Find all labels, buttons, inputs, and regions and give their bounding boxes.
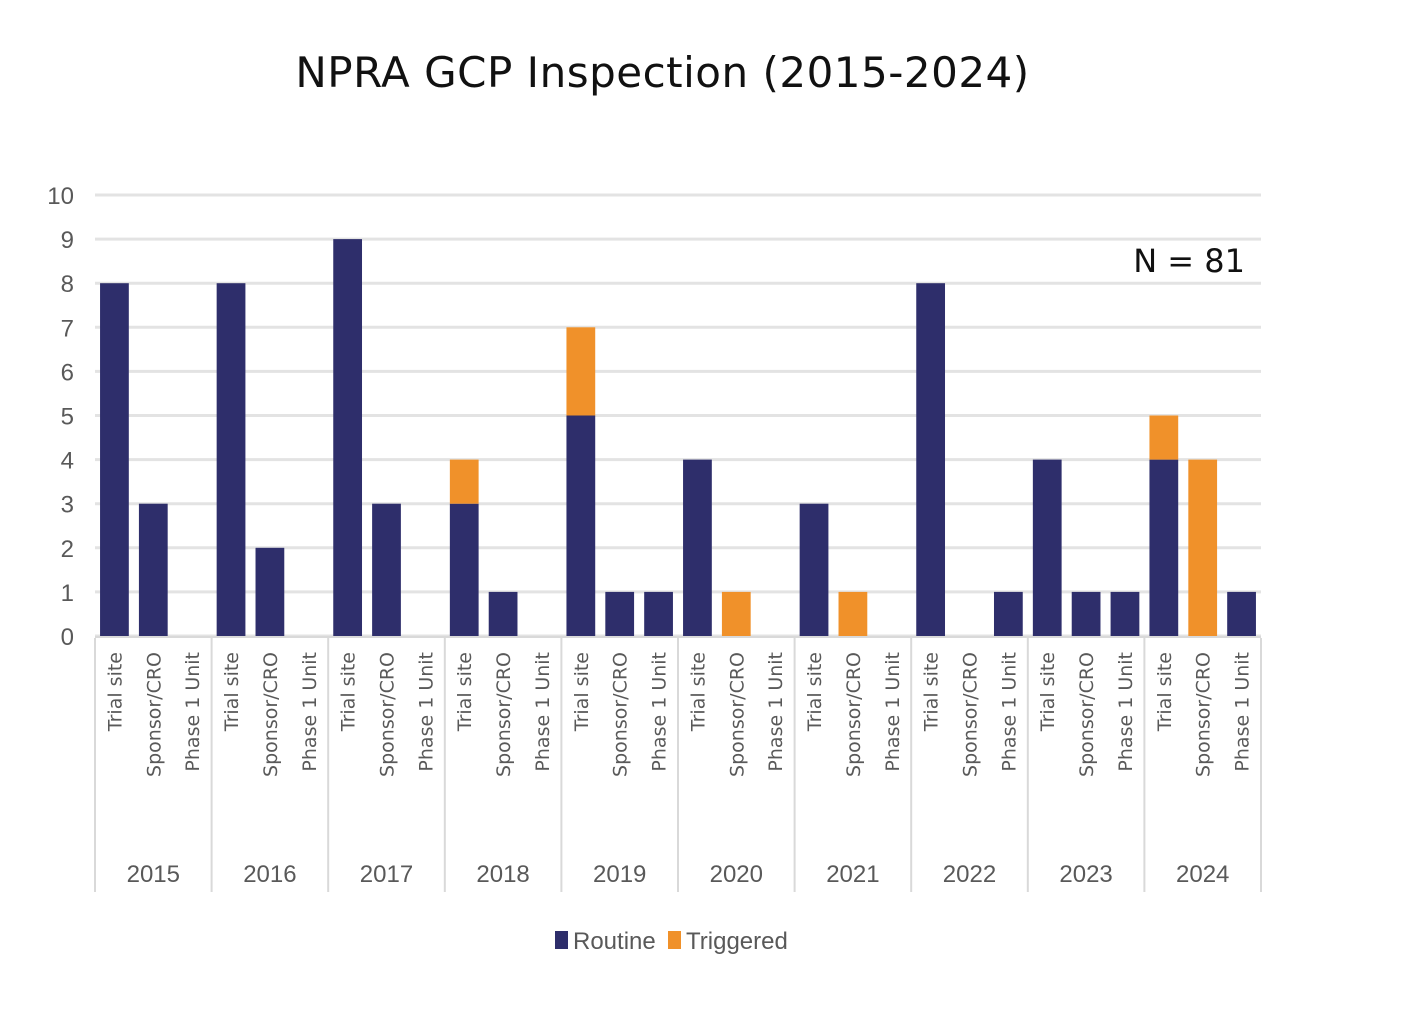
bar-2016-sponsor-cro-routine xyxy=(255,547,285,636)
x-group-label-2018: 2018 xyxy=(476,861,529,888)
bars xyxy=(100,239,1256,636)
x-group-label-2019: 2019 xyxy=(593,861,646,888)
x-subcategory-label: Sponsor/CRO xyxy=(960,652,982,777)
x-subcategory-label: Sponsor/CRO xyxy=(1076,652,1098,777)
y-tick-label: 3 xyxy=(61,492,74,519)
legend-swatch-routine xyxy=(555,931,568,949)
x-subcategory-label: Trial site xyxy=(571,652,593,732)
bar-2018-trial-site-routine xyxy=(449,503,479,636)
x-group-label-2017: 2017 xyxy=(360,861,413,888)
bar-2024-sponsor-cro-triggered xyxy=(1188,459,1218,636)
x-subcategory-label: Phase 1 Unit xyxy=(882,652,904,772)
y-tick-label: 4 xyxy=(61,448,74,475)
bar-2015-trial-site-routine xyxy=(100,283,129,636)
x-subcategory-label: Trial site xyxy=(338,652,360,732)
x-subcategory-label: Phase 1 Unit xyxy=(182,652,204,772)
n-annotation: N = 81 xyxy=(1133,242,1245,280)
x-group-label-2023: 2023 xyxy=(1059,861,1112,888)
bar-2020-sponsor-cro-triggered xyxy=(721,591,751,636)
bar-2019-trial-site-triggered xyxy=(566,327,596,416)
x-subcategory-label: Phase 1 Unit xyxy=(415,652,437,772)
y-axis-ticks: 0 1 2 3 4 5 6 7 8 9 10 xyxy=(47,183,74,651)
bar-2023-trial-site-routine xyxy=(1032,459,1062,636)
bar-2022-phase-1-unit-routine xyxy=(993,591,1023,636)
x-subcategory-label: Sponsor/CRO xyxy=(726,652,748,777)
x-subcategory-label: Trial site xyxy=(104,652,126,732)
x-group-label-2022: 2022 xyxy=(943,861,996,888)
bar-2018-sponsor-cro-routine xyxy=(488,591,518,636)
x-subcategory-label: Sponsor/CRO xyxy=(493,652,515,777)
x-group-label-2020: 2020 xyxy=(710,861,763,888)
bar-2021-trial-site-routine xyxy=(799,503,829,636)
x-subcategory-label: Phase 1 Unit xyxy=(532,652,554,772)
x-subcategory-label: Phase 1 Unit xyxy=(1115,652,1137,772)
bar-2021-sponsor-cro-triggered xyxy=(838,591,868,636)
y-tick-label: 6 xyxy=(61,359,74,386)
bar-2015-sponsor-cro-routine xyxy=(138,503,168,636)
bar-2017-trial-site-routine xyxy=(333,239,363,636)
x-subcategory-label: Sponsor/CRO xyxy=(377,652,399,777)
x-subcategory-label: Trial site xyxy=(921,652,943,732)
gridlines xyxy=(95,193,1261,638)
x-group-label-2015: 2015 xyxy=(127,861,180,888)
legend-label-triggered: Triggered xyxy=(686,928,788,955)
bar-2024-trial-site-routine xyxy=(1149,459,1179,636)
y-tick-label: 1 xyxy=(61,580,74,607)
bar-2016-trial-site-routine xyxy=(216,283,246,636)
x-subcategory-label: Sponsor/CRO xyxy=(610,652,632,777)
x-subcategory-label: Phase 1 Unit xyxy=(649,652,671,772)
bar-2024-trial-site-triggered xyxy=(1149,415,1179,460)
y-tick-label: 5 xyxy=(61,404,74,431)
x-subcategory-label: Phase 1 Unit xyxy=(765,652,787,772)
legend-label-routine: Routine xyxy=(573,928,656,955)
y-tick-label: 2 xyxy=(61,536,74,563)
x-subcategory-label: Trial site xyxy=(1154,652,1176,732)
legend: Routine Triggered xyxy=(555,928,788,955)
bar-2024-phase-1-unit-routine xyxy=(1227,591,1256,636)
y-tick-label: 8 xyxy=(61,271,74,298)
x-subcategory-label: Phase 1 Unit xyxy=(1232,652,1254,772)
x-subcategory-label: Phase 1 Unit xyxy=(998,652,1020,772)
bar-2022-trial-site-routine xyxy=(916,283,946,636)
y-tick-label: 7 xyxy=(61,315,74,342)
bar-2019-phase-1-unit-routine xyxy=(644,591,673,636)
x-axis: Trial site Sponsor/CRO Phase 1 Unit 2015 Tri… xyxy=(94,636,1262,892)
bar-2018-trial-site-triggered xyxy=(449,459,479,504)
x-subcategory-label: Trial site xyxy=(454,652,476,732)
x-subcategory-label: Trial site xyxy=(804,652,826,732)
x-group-label-2021: 2021 xyxy=(826,861,879,888)
bar-2023-phase-1-unit-routine xyxy=(1110,591,1140,636)
bar-2023-sponsor-cro-routine xyxy=(1071,591,1101,636)
y-tick-label: 10 xyxy=(47,183,74,210)
x-subcategory-label: Sponsor/CRO xyxy=(260,652,282,777)
legend-swatch-triggered xyxy=(668,931,681,949)
x-subcategory-label: Sponsor/CRO xyxy=(143,652,165,777)
x-group-label-2016: 2016 xyxy=(243,861,296,888)
bar-2020-trial-site-routine xyxy=(683,459,712,636)
bar-2019-sponsor-cro-routine xyxy=(605,591,635,636)
y-tick-label: 9 xyxy=(61,227,74,254)
chart-title: NPRA GCP Inspection (2015-2024) xyxy=(295,48,1030,97)
x-subcategory-label: Sponsor/CRO xyxy=(843,652,865,777)
x-subcategory-label: Phase 1 Unit xyxy=(299,652,321,772)
x-subcategory-label: Trial site xyxy=(1037,652,1059,732)
bar-2019-trial-site-routine xyxy=(566,415,596,636)
bar-2017-sponsor-cro-routine xyxy=(372,503,401,636)
x-group-label-2024: 2024 xyxy=(1176,861,1229,888)
y-tick-label: 0 xyxy=(61,624,74,651)
x-subcategory-label: Trial site xyxy=(687,652,709,732)
x-subcategory-label: Trial site xyxy=(221,652,243,732)
x-subcategory-label: Sponsor/CRO xyxy=(1193,652,1215,777)
